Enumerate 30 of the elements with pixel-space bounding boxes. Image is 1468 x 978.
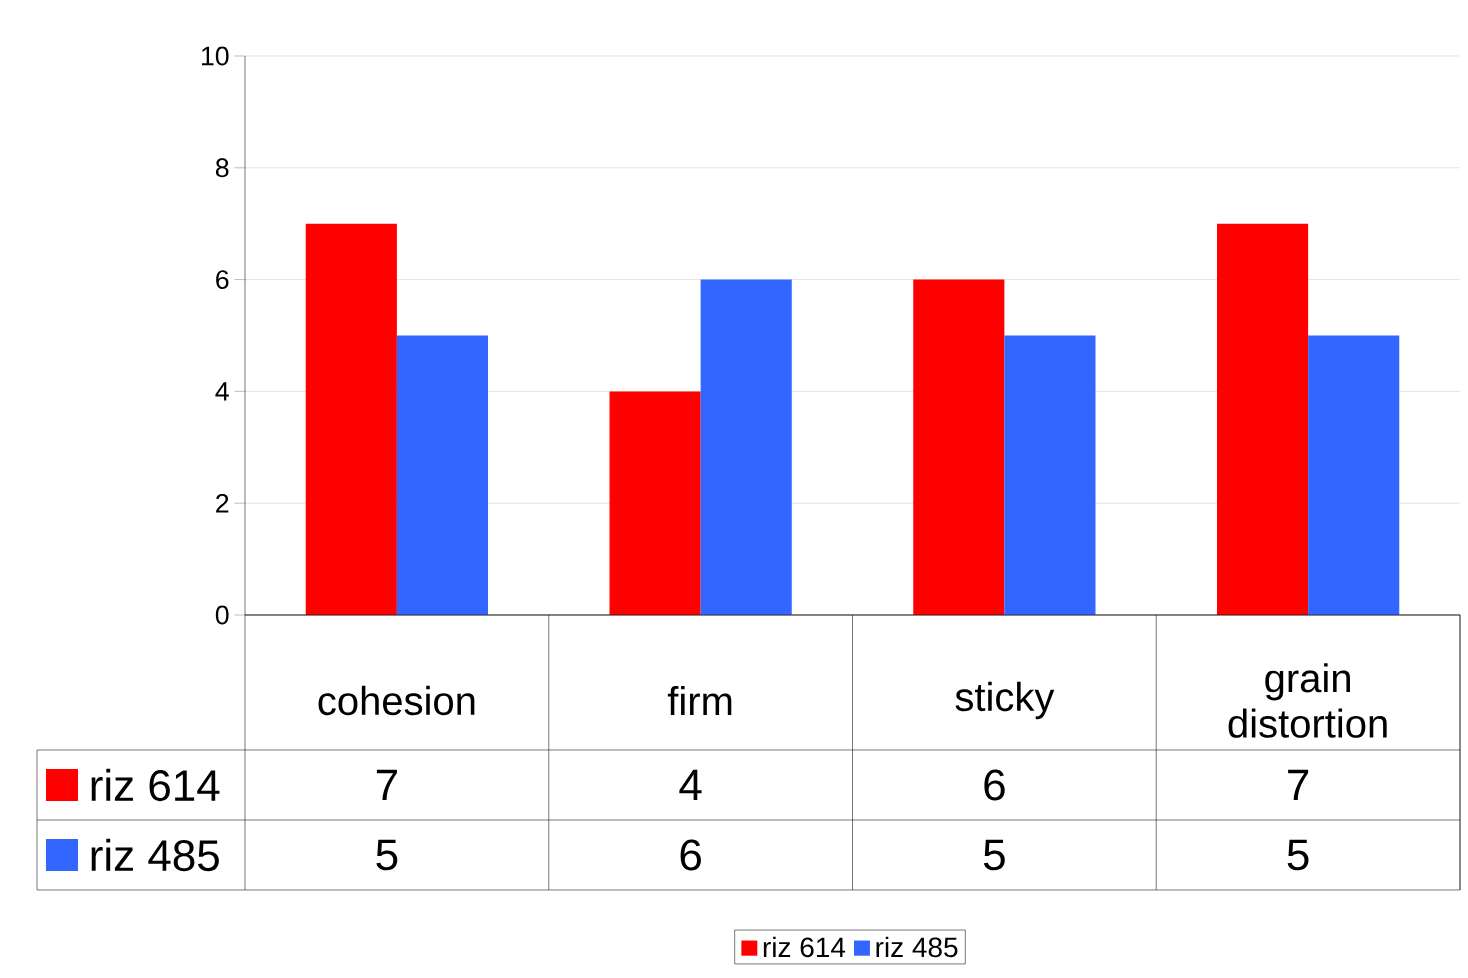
data-label: 6: [680, 839, 701, 871]
data-label: 7: [1288, 769, 1309, 801]
data-label: 5: [376, 839, 398, 871]
bar: [913, 279, 1005, 615]
legend-label: riz 614: [91, 768, 220, 802]
data-label: 4: [679, 769, 702, 801]
data-label: 6: [984, 769, 1005, 801]
x-tick-label: sticky: [955, 681, 1055, 720]
x-tick-label: grain distortion: [1228, 663, 1387, 738]
y-tick-label: 6: [216, 270, 229, 290]
text: riz 485: [876, 936, 958, 958]
bar: [1004, 335, 1096, 615]
bar: [1308, 335, 1400, 615]
y-tick-label: 10: [202, 46, 229, 66]
data-label: 7: [376, 769, 397, 801]
data-label: 5: [1287, 839, 1309, 871]
bar: [1217, 223, 1309, 615]
bar: [700, 279, 792, 615]
y-tick-label: 8: [215, 158, 229, 178]
y-tick-label: 2: [216, 493, 229, 513]
x-tick-label: cohesion: [318, 685, 475, 716]
data-label: 5: [983, 839, 1005, 871]
bar: [396, 335, 489, 615]
y-tick-label: 0: [215, 605, 229, 625]
bar: [609, 391, 701, 615]
x-tick-label: firm: [667, 686, 732, 715]
text: riz 614: [763, 936, 846, 958]
y-tick-label: 4: [215, 382, 229, 401]
bar: [305, 223, 397, 615]
legend-label: riz 485: [91, 838, 219, 872]
